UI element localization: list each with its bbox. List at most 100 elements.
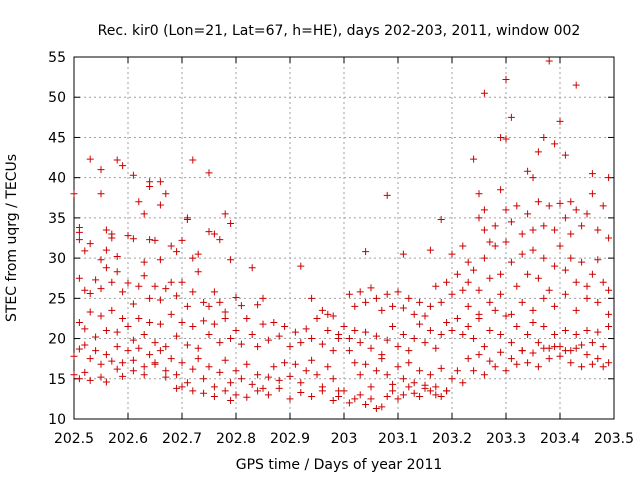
data-point (254, 301, 262, 309)
data-point (340, 322, 348, 330)
data-point (151, 360, 159, 368)
data-point (237, 375, 245, 383)
data-point (205, 363, 213, 371)
data-point (200, 375, 208, 383)
data-point (270, 318, 278, 326)
data-point (189, 322, 197, 330)
data-point (513, 202, 521, 210)
data-point (318, 340, 326, 348)
data-point (567, 254, 575, 262)
data-point (383, 392, 391, 400)
data-point (119, 372, 127, 380)
data-point (470, 367, 478, 375)
data-point (448, 375, 456, 383)
data-point (459, 331, 467, 339)
data-point (583, 210, 591, 218)
data-point (486, 298, 494, 306)
data-point (443, 387, 451, 395)
data-point (507, 258, 515, 266)
data-point (194, 344, 202, 352)
data-point (426, 302, 434, 310)
x-tick-label: 203.3 (486, 431, 526, 447)
data-point (97, 360, 105, 368)
data-point (588, 190, 596, 198)
data-point (594, 226, 602, 234)
data-point (486, 357, 494, 365)
data-point (297, 339, 305, 347)
data-point (189, 288, 197, 296)
data-point (497, 133, 505, 141)
data-point (243, 360, 251, 368)
data-point (146, 318, 154, 326)
data-point (502, 76, 510, 84)
data-point (362, 360, 370, 368)
data-point (194, 250, 202, 258)
x-tick-label: 202.7 (162, 431, 202, 447)
data-point (221, 210, 229, 218)
data-point (524, 359, 532, 367)
data-point (135, 344, 143, 352)
data-point (437, 392, 445, 400)
data-point (102, 226, 110, 234)
data-point (502, 135, 510, 143)
data-point (475, 351, 483, 359)
data-point (372, 367, 380, 375)
data-point (362, 248, 370, 256)
data-point (453, 314, 461, 322)
data-point (491, 242, 499, 250)
data-point (178, 236, 186, 244)
data-point (345, 399, 353, 407)
data-point (605, 286, 613, 294)
x-tick-label: 202.5 (54, 431, 94, 447)
data-point (113, 253, 121, 261)
x-tick-label: 203.2 (432, 431, 472, 447)
data-point (362, 328, 370, 336)
data-point (243, 314, 251, 322)
data-point (518, 347, 526, 355)
data-point (329, 375, 337, 383)
data-point (86, 355, 94, 363)
data-point (92, 276, 100, 284)
data-point (491, 306, 499, 314)
data-point (378, 403, 386, 411)
data-point (524, 331, 532, 339)
data-point (599, 343, 607, 351)
data-point (578, 363, 586, 371)
data-point (86, 290, 94, 298)
data-point (540, 322, 548, 330)
data-point (437, 215, 445, 223)
data-point (119, 288, 127, 296)
data-point (216, 298, 224, 306)
data-point (178, 383, 186, 391)
data-point (567, 230, 575, 238)
y-tick-label: 15 (48, 372, 66, 388)
data-point (205, 302, 213, 310)
data-point (146, 294, 154, 302)
data-point (561, 214, 569, 222)
data-point (475, 286, 483, 294)
data-point (394, 343, 402, 351)
data-point (167, 278, 175, 286)
data-point (140, 210, 148, 218)
data-point (383, 371, 391, 379)
data-point (97, 190, 105, 198)
data-point (86, 240, 94, 248)
data-point (286, 372, 294, 380)
data-point (448, 327, 456, 335)
data-point (97, 256, 105, 264)
data-point (102, 264, 110, 272)
data-point (151, 236, 159, 244)
data-point (367, 383, 375, 391)
data-point (432, 344, 440, 352)
data-point (129, 367, 137, 375)
data-point (178, 318, 186, 326)
data-point (302, 325, 310, 333)
data-point (151, 282, 159, 290)
data-point (486, 327, 494, 335)
data-point (572, 331, 580, 339)
data-point (140, 258, 148, 266)
data-point (183, 341, 191, 349)
data-point (313, 314, 321, 322)
data-point (102, 246, 110, 254)
data-point (156, 347, 164, 355)
